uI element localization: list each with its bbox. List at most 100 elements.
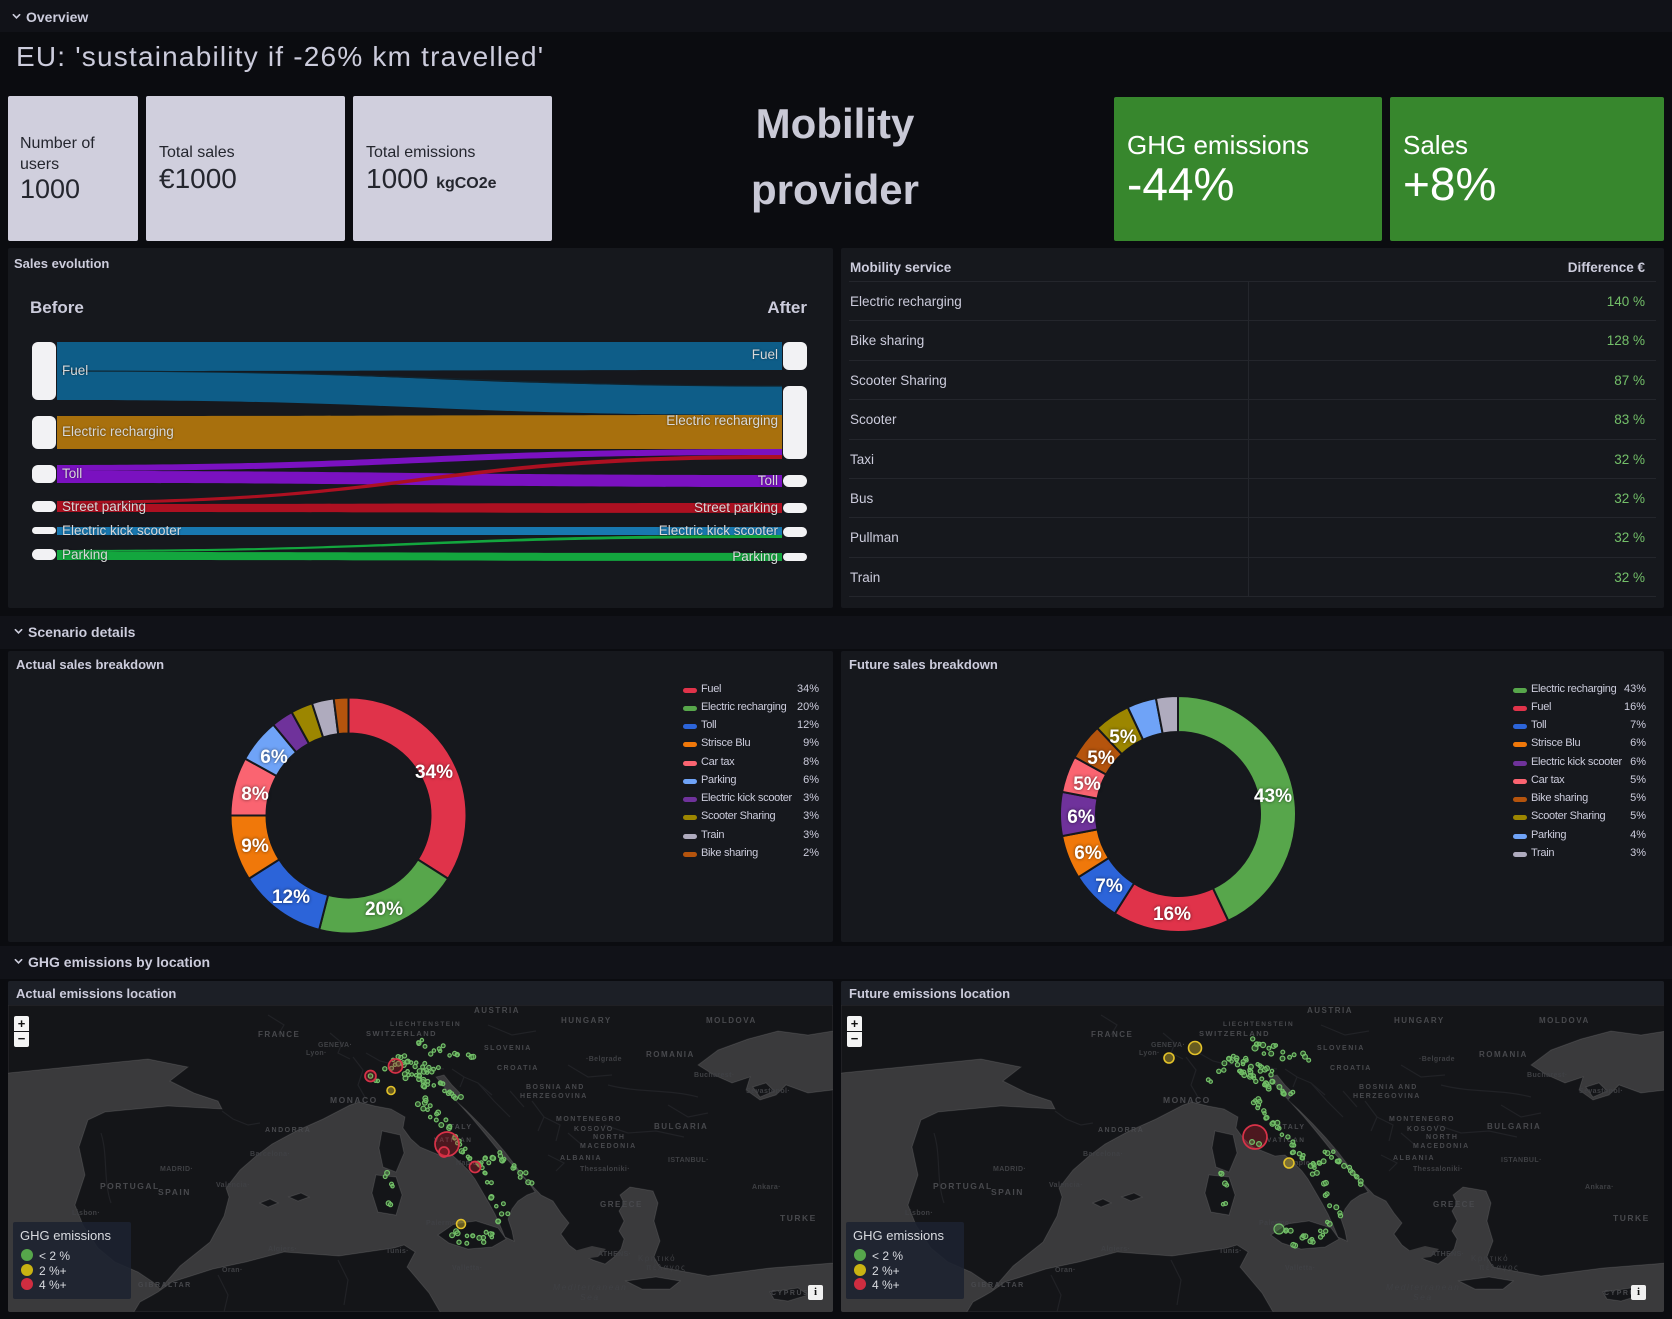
svg-text:Oran·: Oran· xyxy=(222,1267,243,1274)
svg-text:MOLDOVA: MOLDOVA xyxy=(1539,1016,1590,1025)
svg-text:KOSOVO: KOSOVO xyxy=(574,1126,614,1133)
svg-text:Barcelona·: Barcelona· xyxy=(250,1151,290,1158)
svg-text:NORTH: NORTH xyxy=(593,1134,625,1141)
svg-text:Thessaloniki·: Thessaloniki· xyxy=(1413,1166,1463,1173)
svg-text:Κρητικό: Κρητικό xyxy=(638,1254,676,1263)
svg-text:GREECE: GREECE xyxy=(600,1200,643,1209)
svg-text:ITALY: ITALY xyxy=(446,1124,473,1131)
svg-text:MADRID·: MADRID· xyxy=(993,1166,1026,1173)
svg-text:HUNGARY: HUNGARY xyxy=(561,1016,612,1025)
svg-text:SPAIN: SPAIN xyxy=(158,1187,191,1197)
svg-text:SWITZERLAND: SWITZERLAND xyxy=(366,1029,437,1038)
svg-text:MONACO: MONACO xyxy=(1163,1095,1211,1105)
svg-text:BOSNIA AND: BOSNIA AND xyxy=(526,1084,585,1091)
svg-text:PORTUGAL: PORTUGAL xyxy=(933,1181,993,1191)
svg-text:Bucharest·: Bucharest· xyxy=(694,1072,735,1079)
svg-text:HUNGARY: HUNGARY xyxy=(1394,1016,1445,1025)
svg-text:ANDORRA: ANDORRA xyxy=(265,1127,311,1134)
svg-text:TURKE: TURKE xyxy=(1613,1213,1650,1223)
svg-text:ROMANIA: ROMANIA xyxy=(646,1050,695,1059)
svg-text:AUSTRIA: AUSTRIA xyxy=(1307,1006,1353,1015)
svg-text:Valletta·: Valletta· xyxy=(1285,1265,1315,1272)
svg-text:Naple: Naple xyxy=(1289,1160,1310,1167)
svg-text:MONTENEGRO: MONTENEGRO xyxy=(1389,1116,1455,1123)
svg-text:πέλαγος: πέλαγος xyxy=(646,1263,686,1272)
svg-text:Sea: Sea xyxy=(580,1292,600,1302)
svg-text:ISTANBUL·: ISTANBUL· xyxy=(1501,1157,1542,1164)
svg-text:GIBRALTAR: GIBRALTAR xyxy=(138,1282,192,1289)
svg-text:NORTH: NORTH xyxy=(1426,1134,1458,1141)
svg-text:·Belgrade: ·Belgrade xyxy=(586,1056,622,1063)
svg-text:SLOVENIA: SLOVENIA xyxy=(1317,1045,1365,1052)
svg-text:Valencia·: Valencia· xyxy=(1049,1182,1083,1189)
svg-text:·Belgrade: ·Belgrade xyxy=(1419,1056,1455,1063)
svg-text:KOSOVO: KOSOVO xyxy=(1407,1126,1447,1133)
svg-text:TURKE: TURKE xyxy=(780,1213,817,1223)
svg-text:Lisbon·: Lisbon· xyxy=(905,1210,933,1217)
svg-text:Ankara·: Ankara· xyxy=(1585,1184,1614,1191)
svg-text:BULGARIA: BULGARIA xyxy=(654,1122,708,1131)
svg-text:MACEDONIA: MACEDONIA xyxy=(1413,1143,1470,1150)
svg-text:AUSTRIA: AUSTRIA xyxy=(474,1006,520,1015)
svg-text:ANDORRA: ANDORRA xyxy=(1098,1127,1144,1134)
svg-text:Naple: Naple xyxy=(456,1160,477,1167)
svg-text:Palermo·: Palermo· xyxy=(1259,1220,1292,1227)
svg-text:MONACO: MONACO xyxy=(330,1095,378,1105)
svg-text:ISTANBUL·: ISTANBUL· xyxy=(668,1157,709,1164)
svg-text:Valencia·: Valencia· xyxy=(216,1182,250,1189)
svg-text:πέλαγος: πέλαγος xyxy=(1479,1263,1519,1272)
svg-text:CYPRUS: CYPRUS xyxy=(771,1290,809,1297)
svg-text:GREECE: GREECE xyxy=(1433,1200,1476,1209)
svg-text:Valletta·: Valletta· xyxy=(452,1265,482,1272)
svg-text:Sevastopol·: Sevastopol· xyxy=(1579,1088,1623,1095)
svg-text:LIECHTENSTEIN: LIECHTENSTEIN xyxy=(390,1021,461,1028)
svg-text:Bucharest·: Bucharest· xyxy=(1527,1072,1568,1079)
svg-text:HERZEGOVINA: HERZEGOVINA xyxy=(1353,1093,1421,1100)
svg-text:CYPRUS: CYPRUS xyxy=(1604,1290,1642,1297)
svg-text:Lyon·: Lyon· xyxy=(306,1050,327,1057)
svg-text:SWITZERLAND: SWITZERLAND xyxy=(1199,1029,1270,1038)
svg-text:ALBANIA: ALBANIA xyxy=(560,1155,602,1162)
svg-text:CROATIA: CROATIA xyxy=(1330,1065,1372,1072)
svg-text:MONTENEGRO: MONTENEGRO xyxy=(556,1116,622,1123)
svg-text:GENEVA·: GENEVA· xyxy=(1151,1042,1185,1049)
svg-text:ALBANIA: ALBANIA xyxy=(1393,1155,1435,1162)
svg-text:Ankara·: Ankara· xyxy=(752,1184,781,1191)
svg-text:Barcelona·: Barcelona· xyxy=(1083,1151,1123,1158)
svg-text:ATHENS·: ATHENS· xyxy=(1431,1251,1464,1258)
svg-text:MACEDONIA: MACEDONIA xyxy=(580,1143,637,1150)
svg-text:Lisbon·: Lisbon· xyxy=(72,1210,100,1217)
svg-text:VATICAN: VATICAN xyxy=(1267,1137,1305,1144)
svg-text:Thessaloniki·: Thessaloniki· xyxy=(580,1166,630,1173)
svg-text:PORTUGAL: PORTUGAL xyxy=(100,1181,160,1191)
svg-text:VATICAN: VATICAN xyxy=(434,1137,472,1144)
svg-text:SPAIN: SPAIN xyxy=(991,1187,1024,1197)
svg-text:Tunis·: Tunis· xyxy=(386,1248,409,1255)
svg-text:Κρητικό: Κρητικό xyxy=(1471,1254,1509,1263)
svg-text:FRANCE: FRANCE xyxy=(258,1030,300,1039)
svg-text:ROMANIA: ROMANIA xyxy=(1479,1050,1528,1059)
svg-text:GIBRALTAR: GIBRALTAR xyxy=(971,1282,1025,1289)
svg-text:Oran·: Oran· xyxy=(1055,1267,1076,1274)
svg-text:CROATIA: CROATIA xyxy=(497,1065,539,1072)
svg-text:Algiers·: Algiers· xyxy=(268,1246,297,1253)
svg-text:Sea: Sea xyxy=(1413,1292,1433,1302)
svg-text:BOSNIA AND: BOSNIA AND xyxy=(1359,1084,1418,1091)
svg-text:ATHENS·: ATHENS· xyxy=(598,1251,631,1258)
svg-text:Sevastopol·: Sevastopol· xyxy=(746,1088,790,1095)
svg-text:Lyon·: Lyon· xyxy=(1139,1050,1160,1057)
svg-text:Mediterranean: Mediterranean xyxy=(553,1282,627,1292)
svg-text:LIECHTENSTEIN: LIECHTENSTEIN xyxy=(1223,1021,1294,1028)
svg-text:Mediterranean: Mediterranean xyxy=(1386,1282,1460,1292)
svg-text:Palermo·: Palermo· xyxy=(426,1220,459,1227)
svg-text:MOLDOVA: MOLDOVA xyxy=(706,1016,757,1025)
svg-text:MADRID·: MADRID· xyxy=(160,1166,193,1173)
svg-text:HERZEGOVINA: HERZEGOVINA xyxy=(520,1093,588,1100)
svg-text:FRANCE: FRANCE xyxy=(1091,1030,1133,1039)
svg-text:ITALY: ITALY xyxy=(1279,1124,1306,1131)
svg-text:SLOVENIA: SLOVENIA xyxy=(484,1045,532,1052)
svg-text:Tunis·: Tunis· xyxy=(1219,1248,1242,1255)
svg-text:GENEVA·: GENEVA· xyxy=(318,1042,352,1049)
svg-text:Algiers·: Algiers· xyxy=(1101,1246,1130,1253)
svg-text:BULGARIA: BULGARIA xyxy=(1487,1122,1541,1131)
